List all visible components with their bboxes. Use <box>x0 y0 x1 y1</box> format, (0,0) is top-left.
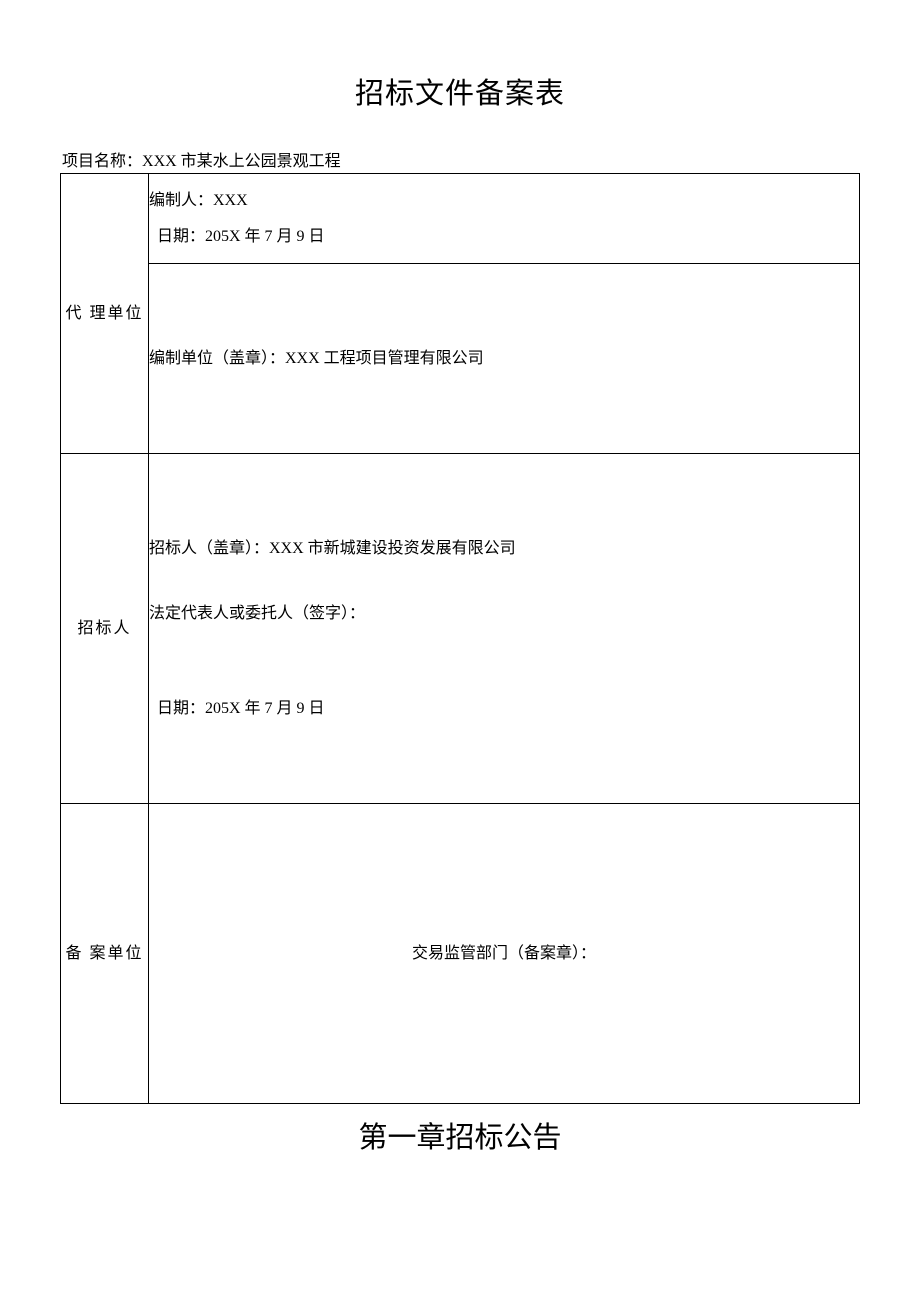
table-row: 编制单位（盖章）：XXX 工程项目管理有限公司 <box>61 264 860 454</box>
filing-form-table: 代 理单位 编制人：XXX 日期：205X 年 7 月 9 日 编制单位（盖章）… <box>60 173 860 1104</box>
agency-unit-label: 代 理单位 <box>61 174 149 454</box>
tenderer-content-cell: 招标人（盖章）：XXX 市新城建设投资发展有限公司 法定代表人或委托人（签字）：… <box>149 454 860 804</box>
supervision-dept-line: 交易监管部门（备案章）： <box>149 936 859 971</box>
compile-date-line: 日期：205X 年 7 月 9 日 <box>149 219 859 254</box>
page-title: 招标文件备案表 <box>60 70 860 112</box>
tenderer-date-line: 日期：205X 年 7 月 9 日 <box>149 691 859 726</box>
filing-content-cell: 交易监管部门（备案章）： <box>149 804 860 1104</box>
table-row: 代 理单位 编制人：XXX 日期：205X 年 7 月 9 日 <box>61 174 860 264</box>
chapter-title: 第一章招标公告 <box>60 1114 860 1156</box>
table-row: 招标人 招标人（盖章）：XXX 市新城建设投资发展有限公司 法定代表人或委托人（… <box>61 454 860 804</box>
tenderer-label: 招标人 <box>61 454 149 804</box>
compiler-line: 编制人：XXX <box>149 183 859 218</box>
project-name-value: XXX 市某水上公园景观工程 <box>142 153 341 170</box>
filing-unit-label: 备 案单位 <box>61 804 149 1104</box>
agency-bottom-cell: 编制单位（盖章）：XXX 工程项目管理有限公司 <box>149 264 860 454</box>
agency-top-cell: 编制人：XXX 日期：205X 年 7 月 9 日 <box>149 174 860 264</box>
compiling-unit-line: 编制单位（盖章）：XXX 工程项目管理有限公司 <box>149 341 859 376</box>
tenderer-seal-line: 招标人（盖章）：XXX 市新城建设投资发展有限公司 <box>149 531 859 566</box>
project-name-label: 项目名称： <box>62 153 142 170</box>
legal-rep-line: 法定代表人或委托人（签字）： <box>149 596 859 631</box>
project-name-line: 项目名称：XXX 市某水上公园景观工程 <box>60 147 860 171</box>
table-row: 备 案单位 交易监管部门（备案章）： <box>61 804 860 1104</box>
